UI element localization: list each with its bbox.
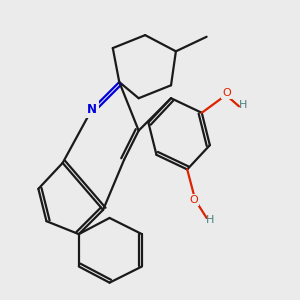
Text: H: H (206, 214, 215, 225)
Text: O: O (189, 195, 198, 205)
Text: H: H (239, 100, 247, 110)
Text: O: O (222, 88, 231, 98)
Text: N: N (87, 103, 97, 116)
